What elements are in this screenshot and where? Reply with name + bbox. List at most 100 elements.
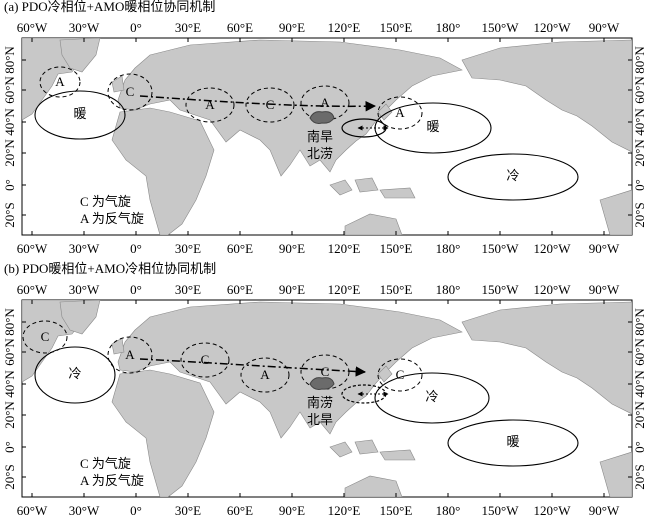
circulation-center [245, 87, 295, 123]
lon-label-top: 180° [436, 282, 461, 297]
sst-region [34, 346, 116, 404]
lon-label-top: 90°E [279, 20, 305, 35]
lat-label-left: 80°N [2, 46, 17, 74]
lon-label-top: 120°W [534, 282, 572, 297]
circulation-label: A [125, 347, 135, 362]
lon-label-bottom: 120°W [534, 503, 572, 518]
circulation-label: C [41, 329, 50, 344]
sst-label: 暖 [506, 434, 519, 449]
circulation-label: A [205, 97, 215, 112]
lon-label-top: 150°E [380, 282, 413, 297]
lon-label-bottom: 30°W [69, 241, 100, 256]
lat-label-right: 20°S [632, 202, 647, 227]
lon-label-top: 90°E [279, 282, 305, 297]
circulation-label: C [201, 352, 210, 367]
lat-label-left: 40°N [2, 108, 17, 136]
lat-label-left: 20°S [2, 464, 17, 489]
lon-label-bottom: 120°E [328, 503, 361, 518]
rainfall-label: 北涝 [307, 146, 333, 161]
circulation-center [240, 357, 290, 393]
circulation-label: C [396, 367, 405, 382]
wave-train [139, 95, 377, 112]
lon-label-top: 60°W [17, 282, 48, 297]
lon-label-bottom: 30°E [175, 503, 201, 518]
rainfall-label: 南旱 [307, 129, 333, 144]
lat-label-right: 80°N [632, 308, 647, 336]
sst-label: 暖 [426, 119, 439, 134]
lat-label-left: 0° [2, 179, 17, 191]
lat-label-right: 60°N [632, 338, 647, 366]
lon-label-top: 120°E [328, 20, 361, 35]
lon-label-bottom: 150°W [482, 241, 520, 256]
sst-region [447, 419, 579, 467]
circulation-center [39, 66, 81, 98]
lon-label-top: 120°E [328, 282, 361, 297]
lon-label-bottom: 60°E [227, 503, 253, 518]
circulation-center [300, 354, 350, 390]
lon-label-top: 90°W [589, 282, 620, 297]
circulation-center [300, 85, 350, 121]
lon-label-bottom: 120°E [328, 241, 361, 256]
lon-label-bottom: 120°W [534, 241, 572, 256]
lon-label-bottom: 150°W [482, 503, 520, 518]
sst-label: 暖 [73, 106, 86, 121]
legend-text: A 为反气旋 [80, 211, 144, 226]
legend-text: C 为气旋 [80, 456, 131, 471]
panel-title: (a) PDO冷相位+AMO暖相位协同机制 [4, 0, 215, 14]
circulation-label: A [395, 105, 405, 120]
map-panel: (b) PDO暖相位+AMO冷相位协同机制 60°W 60°W 30°W 30°W 0° 0… [2, 261, 647, 518]
lat-label-left: 20°S [2, 202, 17, 227]
lon-label-bottom: 30°E [175, 241, 201, 256]
lon-label-top: 30°W [69, 20, 100, 35]
legend-text: A 为反气旋 [80, 473, 144, 488]
lon-label-top: 0° [130, 282, 142, 297]
lon-label-bottom: 60°W [17, 241, 48, 256]
lon-label-top: 0° [130, 20, 142, 35]
lon-label-top: 30°W [69, 282, 100, 297]
circulation-center [22, 320, 68, 354]
lat-label-left: 0° [2, 441, 17, 453]
wave-train [139, 358, 367, 377]
lat-label-left: 20°N [2, 401, 17, 429]
lat-label-left: 80°N [2, 308, 17, 336]
circulation-center [180, 342, 230, 378]
circulation-label: C [266, 97, 275, 112]
lon-label-bottom: 30°W [69, 503, 100, 518]
lon-label-bottom: 150°E [380, 503, 413, 518]
circulation-label: C [321, 364, 330, 379]
lat-label-right: 40°N [632, 370, 647, 398]
lon-label-top: 60°E [227, 20, 253, 35]
sst-label: 冷 [506, 168, 519, 183]
circulation-label: C [126, 84, 135, 99]
lon-label-bottom: 90°E [279, 241, 305, 256]
lat-label-right: 20°N [632, 401, 647, 429]
sst-region [447, 153, 579, 201]
lon-label-top: 60°E [227, 282, 253, 297]
lon-label-top: 180° [436, 20, 461, 35]
circulation-label: A [320, 95, 330, 110]
circulation-label: A [260, 367, 270, 382]
lon-label-bottom: 60°W [17, 503, 48, 518]
circulation-center [107, 336, 153, 374]
lon-label-top: 150°W [482, 20, 520, 35]
lon-label-bottom: 0° [130, 241, 142, 256]
circulation-center [107, 73, 153, 111]
rain-region [309, 377, 335, 390]
map-panel: (a) PDO冷相位+AMO暖相位协同机制 60°W 60°W 30°W 30°W 0° 0… [2, 0, 647, 256]
lon-label-top: 30°E [175, 20, 201, 35]
rainfall-label: 北旱 [307, 412, 333, 427]
sst-region [374, 372, 490, 424]
lon-label-bottom: 90°W [589, 503, 620, 518]
circulation-center [377, 358, 423, 392]
circulation-label: A [55, 74, 65, 89]
lon-label-top: 60°W [17, 20, 48, 35]
rain-region [309, 111, 335, 124]
lon-label-top: 150°W [482, 282, 520, 297]
lat-label-right: 40°N [632, 108, 647, 136]
lon-label-bottom: 90°E [279, 503, 305, 518]
circulation-center [377, 96, 423, 130]
circulation-center [185, 87, 235, 123]
lon-label-bottom: 180° [436, 241, 461, 256]
lon-label-bottom: 180° [436, 503, 461, 518]
lat-label-left: 40°N [2, 370, 17, 398]
